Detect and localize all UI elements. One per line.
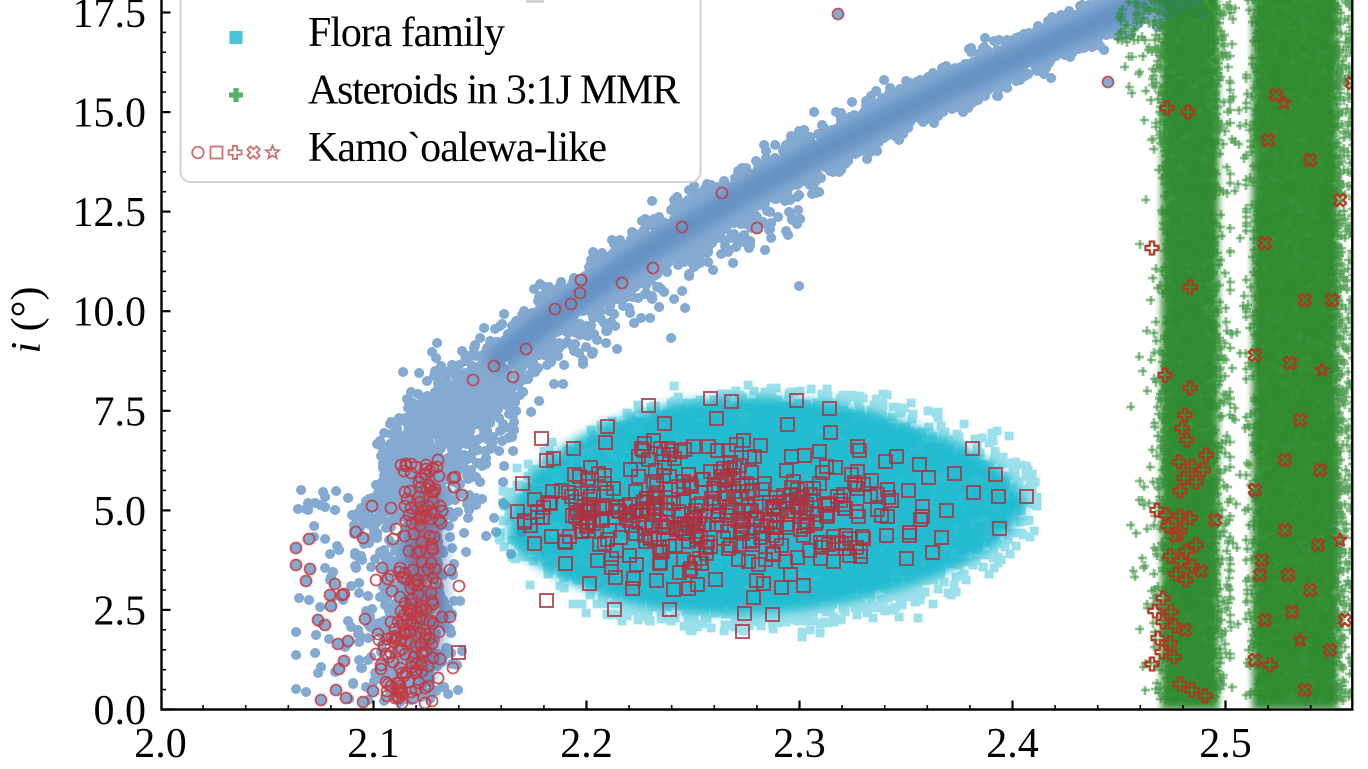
- svg-text:17.5: 17.5: [73, 0, 147, 37]
- svg-text:2.5: 2.5: [1199, 721, 1252, 767]
- svg-text:7.5: 7.5: [94, 389, 147, 435]
- svg-text:Kamo`oalewa-like: Kamo`oalewa-like: [308, 125, 607, 171]
- svg-text:10.0: 10.0: [73, 290, 147, 336]
- svg-text:12.5: 12.5: [73, 190, 147, 236]
- svg-text:Flora family: Flora family: [308, 10, 505, 56]
- svg-text:2.5: 2.5: [94, 588, 147, 634]
- svg-text:i (°): i (°): [4, 287, 50, 354]
- svg-text:2.4: 2.4: [986, 721, 1039, 767]
- svg-text:Asteroids in 3:1J MMR: Asteroids in 3:1J MMR: [308, 68, 680, 114]
- svg-text:2.1: 2.1: [347, 721, 400, 767]
- svg-text:15.0: 15.0: [73, 91, 147, 137]
- svg-text:2.2: 2.2: [560, 721, 613, 767]
- svg-text:2.0: 2.0: [134, 721, 187, 767]
- svg-text:0.0: 0.0: [94, 688, 147, 734]
- svg-text:5.0: 5.0: [94, 489, 147, 535]
- svg-text:2.3: 2.3: [773, 721, 826, 767]
